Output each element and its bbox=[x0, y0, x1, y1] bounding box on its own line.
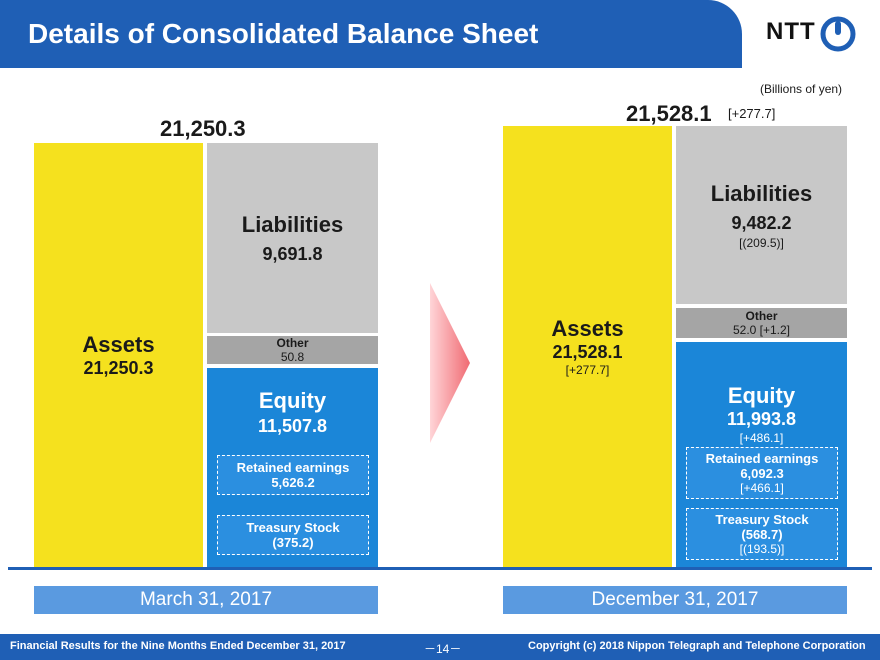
left-treasury-value: (375.2) bbox=[272, 535, 314, 550]
left-treasury-box: Treasury Stock (375.2) bbox=[217, 515, 369, 555]
footer-copyright: Copyright (c) 2018 Nippon Telegraph and … bbox=[528, 640, 866, 652]
arrow-right-icon bbox=[430, 283, 470, 443]
right-treasury-value: (568.7) bbox=[741, 527, 783, 542]
right-treasury-label: Treasury Stock bbox=[715, 512, 809, 527]
left-other-block: Other 50.8 bbox=[207, 336, 378, 364]
right-liabilities-value: 9,482.2 bbox=[731, 212, 792, 233]
page-title: Details of Consolidated Balance Sheet bbox=[28, 18, 539, 49]
ntt-logo-text: NTT bbox=[766, 18, 816, 45]
right-assets-value: 21,528.1 bbox=[552, 342, 623, 362]
footer-left-text: Financial Results for the Nine Months En… bbox=[10, 640, 346, 652]
right-other-block: Other 52.0 [+1.2] bbox=[676, 308, 847, 338]
right-liabilities-label: Liabilities bbox=[710, 180, 813, 206]
left-retained-label: Retained earnings bbox=[236, 460, 350, 475]
left-other-value: 50.8 bbox=[280, 350, 305, 364]
left-liabilities-label: Liabilities bbox=[241, 211, 344, 237]
left-equity-value: 11,507.8 bbox=[257, 416, 328, 436]
right-assets-label: Assets bbox=[551, 316, 624, 341]
left-assets-block: Assets 21,250.3 bbox=[34, 143, 203, 567]
left-treasury-label: Treasury Stock bbox=[246, 520, 340, 535]
right-treasury-box: Treasury Stock (568.7) [(193.5)] bbox=[686, 508, 838, 560]
right-retained-change: [+466.1] bbox=[740, 481, 784, 495]
right-treasury-change: [(193.5)] bbox=[739, 542, 785, 556]
left-liabilities-value: 9,691.8 bbox=[262, 243, 323, 264]
left-other-label: Other bbox=[276, 336, 309, 350]
right-equity-block: Equity 11,993.8 [+486.1] Retained earnin… bbox=[676, 342, 847, 567]
right-liabilities-change: [(209.5)] bbox=[739, 235, 784, 250]
right-assets-change: [+277.7] bbox=[565, 363, 610, 377]
baseline-divider bbox=[8, 567, 872, 570]
right-retained-box: Retained earnings 6,092.3 [+466.1] bbox=[686, 447, 838, 499]
right-equity-change: [+486.1] bbox=[739, 431, 784, 445]
right-retained-value: 6,092.3 bbox=[740, 466, 784, 481]
ntt-logo-icon bbox=[820, 16, 856, 52]
right-other-label: Other bbox=[745, 309, 778, 323]
left-assets-value: 21,250.3 bbox=[83, 357, 154, 378]
right-assets-block: Assets 21,528.1 [+277.7] bbox=[503, 126, 672, 567]
page-number: －14－ bbox=[424, 642, 462, 656]
left-date-label: March 31, 2017 bbox=[34, 586, 378, 614]
left-liabilities-block: Liabilities 9,691.8 bbox=[207, 143, 378, 333]
right-equity-value: 11,993.8 bbox=[726, 409, 797, 429]
title-bar bbox=[0, 0, 742, 68]
right-date-label: December 31, 2017 bbox=[503, 586, 847, 614]
footer-bar bbox=[0, 634, 880, 660]
right-liabilities-block: Liabilities 9,482.2 [(209.5)] bbox=[676, 126, 847, 304]
right-total: 21,528.1 bbox=[626, 101, 712, 126]
left-equity-label: Equity bbox=[258, 388, 327, 413]
left-retained-box: Retained earnings 5,626.2 bbox=[217, 455, 369, 495]
left-retained-value: 5,626.2 bbox=[271, 475, 315, 490]
right-total-change: [+277.7] bbox=[728, 106, 776, 121]
left-equity-block: Equity 11,507.8 Retained earnings 5,626.… bbox=[207, 368, 378, 567]
units-note: (Billions of yen) bbox=[760, 82, 843, 96]
right-equity-label: Equity bbox=[727, 383, 796, 408]
left-total: 21,250.3 bbox=[160, 116, 246, 141]
right-retained-label: Retained earnings bbox=[705, 451, 819, 466]
left-assets-label: Assets bbox=[82, 331, 155, 357]
right-other-value: 52.0 [+1.2] bbox=[732, 323, 791, 337]
